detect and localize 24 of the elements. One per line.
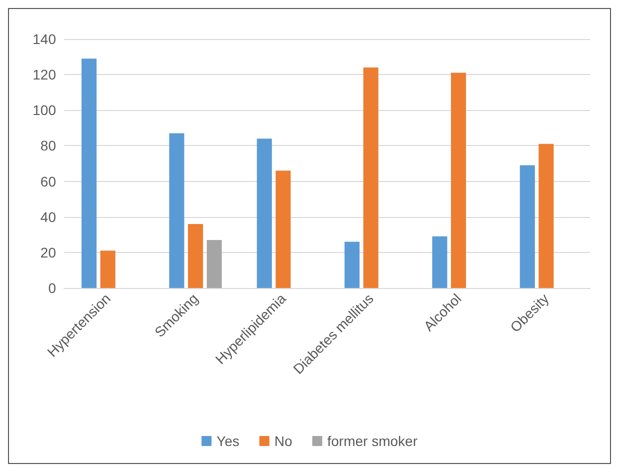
y-tick-label: 60 [40,173,56,190]
bar [100,250,116,288]
bar [432,236,448,288]
bar [363,67,378,288]
y-tick-label: 120 [32,66,56,83]
y-tick-label: 40 [40,208,56,225]
legend-label: former smoker [327,433,418,449]
y-tick-label: 140 [32,31,56,47]
bar [344,242,360,288]
y-tick-label: 0 [48,280,56,296]
bar [520,165,535,288]
legend-label: Yes [216,433,240,449]
bar [169,133,184,288]
bar [206,240,222,288]
bar [276,170,291,288]
legend-label: No [274,433,292,449]
bar [538,144,554,288]
y-tick-label: 20 [40,244,56,260]
bar [188,224,204,288]
y-tick-label: 100 [32,102,56,118]
y-tick-label: 80 [40,138,56,154]
bar [450,72,466,288]
bar [256,138,272,288]
bar [82,58,97,288]
